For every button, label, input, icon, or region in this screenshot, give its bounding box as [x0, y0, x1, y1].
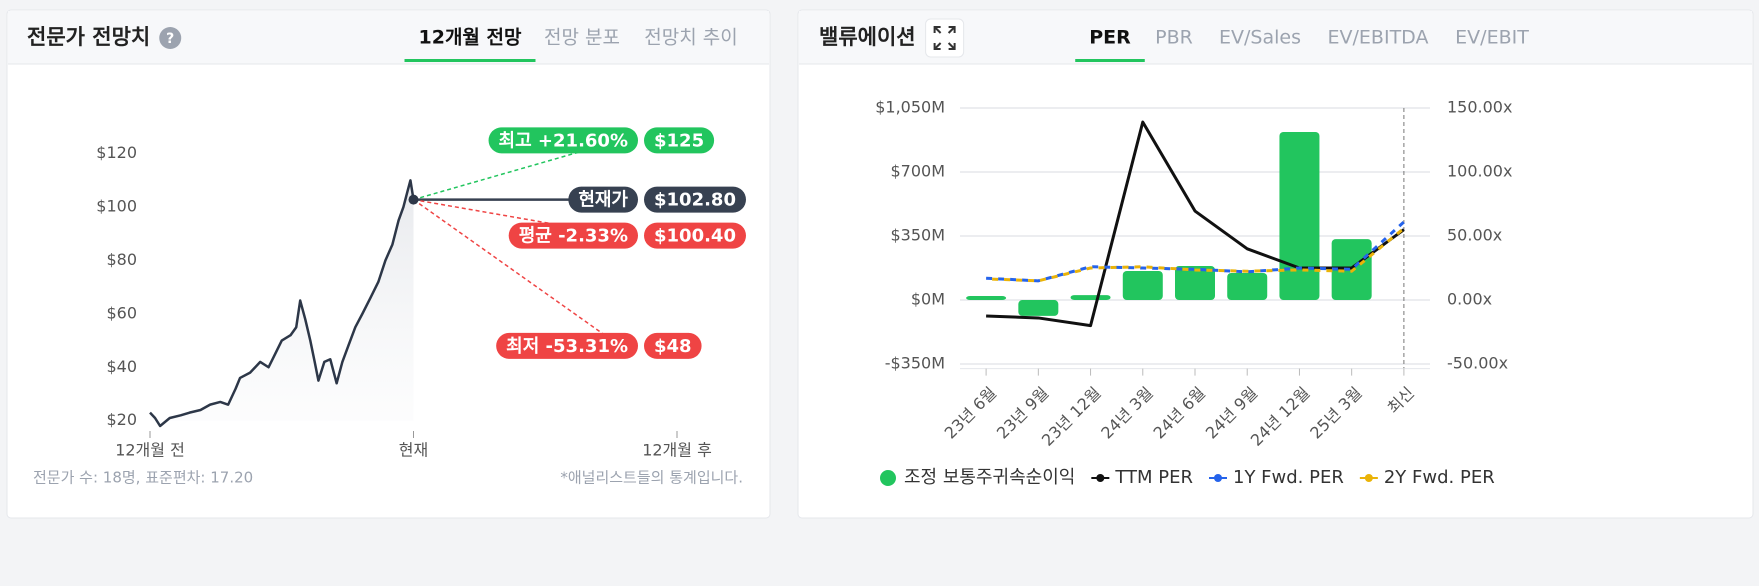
legend-label: 조정 보통주귀속순이익: [904, 467, 1075, 488]
x-tick-label: 현재: [399, 441, 428, 460]
legend-label: 1Y Fwd. PER: [1233, 467, 1344, 488]
y-tick-label: $100: [96, 197, 137, 216]
tab[interactable]: 전망 분포: [544, 27, 620, 49]
tab[interactable]: EV/Sales: [1219, 27, 1301, 49]
tab[interactable]: EV/EBITDA: [1328, 27, 1429, 49]
bar: [1122, 270, 1163, 301]
y2-tick-label: 50.00x: [1447, 226, 1502, 245]
panel-title: 밸류에이션: [819, 25, 916, 49]
line-series: [986, 227, 1405, 283]
target-name-pill: [568, 186, 638, 213]
tab[interactable]: 12개월 전망: [419, 27, 522, 49]
bar: [966, 295, 1007, 301]
target-value-pill: [644, 186, 746, 213]
panel-title: 전문가 전망치: [27, 25, 150, 49]
target-name: 최고 +21.60%: [499, 130, 628, 151]
target-value-pill: [644, 222, 746, 249]
price-area: [150, 180, 414, 426]
legend-swatch: [880, 470, 896, 486]
x-tick-label: 12개월 후: [642, 441, 712, 460]
legend-label: TTM PER: [1114, 467, 1193, 488]
legend-swatch: [1214, 474, 1222, 482]
y-tick-label: $350M: [890, 226, 945, 245]
target-value: $125: [654, 130, 704, 151]
y-tick-label: $0M: [911, 290, 945, 309]
target-value-pill: [644, 127, 715, 154]
help-icon[interactable]: [159, 27, 182, 49]
tab-underline: [1075, 59, 1145, 62]
target-value: $102.80: [654, 190, 736, 211]
target-line: [413, 139, 621, 201]
x-tick-label: 12개월 전: [115, 441, 185, 460]
legend-swatch: [1096, 474, 1105, 482]
target-name: 최저 -53.31%: [506, 336, 628, 357]
y-tick-label: $1,050M: [875, 98, 945, 117]
y-tick-label: $80: [106, 250, 137, 269]
tab[interactable]: PBR: [1155, 27, 1193, 49]
y2-tick-label: 150.00x: [1447, 98, 1512, 117]
y-tick-label: $700M: [890, 162, 945, 181]
target-value: $48: [654, 336, 692, 357]
bar: [1175, 266, 1215, 301]
tab[interactable]: EV/EBIT: [1455, 27, 1529, 49]
expand-button[interactable]: [925, 18, 965, 58]
y-tick-label: $60: [106, 303, 137, 322]
y-tick-label: $40: [106, 357, 137, 376]
target-name: 현재가: [578, 190, 628, 211]
target-value-pill: [644, 332, 702, 359]
target-value: $100.40: [654, 226, 736, 247]
card-header: [8, 11, 769, 64]
y2-tick-label: 100.00x: [1447, 162, 1512, 181]
y2-tick-label: 0.00x: [1447, 290, 1492, 309]
target-name-pill: [508, 222, 638, 249]
help-text[interactable]: ?: [166, 31, 174, 47]
target-line: [413, 198, 621, 347]
expand-glyph[interactable]: [933, 26, 956, 50]
y-tick-label: $20: [106, 410, 137, 429]
tab[interactable]: PER: [1089, 27, 1131, 49]
price-line: [149, 179, 415, 428]
bar: [1070, 295, 1111, 301]
target-name: 평균 -2.33%: [519, 226, 628, 247]
legend-label: 2Y Fwd. PER: [1384, 467, 1495, 488]
line-series: [986, 220, 1405, 283]
target-name-pill: [488, 127, 638, 154]
target-name-pill: [496, 332, 638, 359]
y2-tick-label: -50.00x: [1447, 354, 1508, 373]
y-tick-label: $120: [96, 143, 137, 162]
tab-underline: [404, 59, 536, 62]
footer-note: *애널리스트들의 통계입니다.: [560, 469, 743, 487]
footer-note: 전문가 수: 18명, 표준편차: 17.20: [33, 469, 253, 487]
current-point: [408, 194, 419, 205]
expand-icon[interactable]: [925, 18, 965, 58]
card: [797, 9, 1754, 519]
bar: [1227, 272, 1268, 301]
legend-swatch: [1364, 474, 1373, 482]
bar: [1018, 300, 1059, 316]
y-tick-label: -$350M: [885, 354, 945, 373]
bar: [1279, 131, 1320, 301]
tab[interactable]: 전망치 추이: [644, 27, 737, 49]
